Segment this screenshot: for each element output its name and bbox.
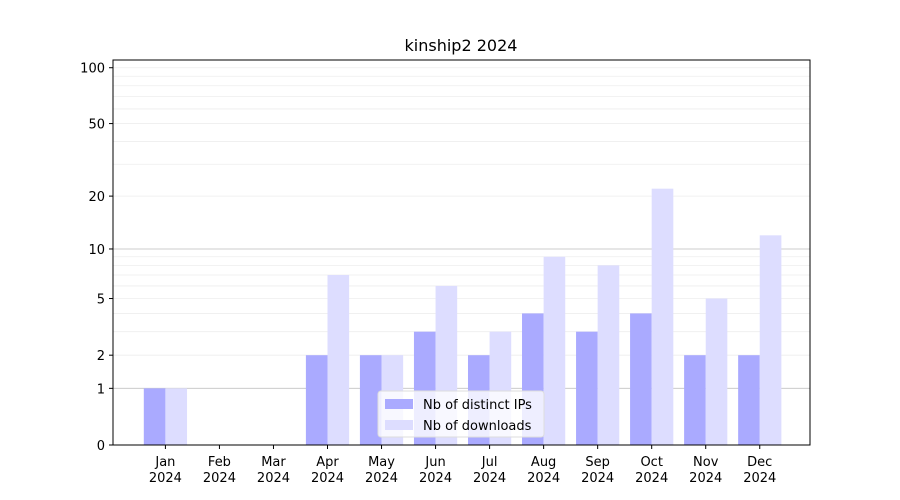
bar: [651, 188, 674, 445]
bar: [705, 298, 728, 445]
bar: [576, 331, 598, 445]
legend-box: [377, 390, 545, 438]
plot-frame: [112, 59, 811, 446]
x-tick-label: Nov 2024: [689, 455, 722, 486]
bar: [305, 355, 328, 445]
x-tick-label: Aug 2024: [527, 455, 560, 486]
y-tick-label: 50: [88, 118, 105, 133]
bar: [684, 355, 706, 445]
y-tick-label: 1: [97, 382, 105, 397]
legend-swatch: [385, 420, 413, 430]
x-tick-label: Apr 2024: [311, 455, 344, 486]
x-tick-label: Mar 2024: [257, 455, 290, 486]
bar: [143, 388, 166, 445]
x-tick-label: Jan 2024: [149, 455, 182, 486]
legend-label: Nb of downloads: [423, 419, 532, 434]
chart-title: kinship2 2024: [405, 36, 518, 55]
x-tick-label: May 2024: [365, 455, 398, 486]
bar: [597, 265, 620, 445]
y-tick-label: 10: [88, 243, 105, 258]
legend: Nb of distinct IPs Nb of downloads: [377, 390, 545, 438]
bar: [630, 313, 652, 445]
y-tick-label: 5: [97, 293, 105, 308]
x-tick-label: Dec 2024: [743, 455, 776, 486]
bar: [327, 275, 350, 445]
tick-labels: 0 1 2 5 10 20 50 100 Jan 2024 Feb 2024 Mar 2024 Apr 202…: [80, 62, 776, 486]
x-tick-label: Feb 2024: [203, 455, 236, 486]
y-tick-label: 2: [97, 349, 105, 364]
y-tick-label: 100: [80, 62, 105, 77]
bar: [359, 355, 382, 445]
bar: [738, 355, 760, 445]
grid-lines: [113, 67, 810, 389]
y-tick-label: 20: [88, 190, 105, 205]
x-tick-label: Jul 2024: [473, 455, 506, 486]
legend-swatch: [385, 399, 413, 409]
x-tick-label: Sep 2024: [581, 455, 614, 486]
bar: [165, 388, 188, 445]
axes: [109, 59, 811, 449]
legend-label: Nb of distinct IPs: [423, 398, 532, 413]
x-tick-label: Jun 2024: [419, 455, 452, 486]
bar: [759, 235, 782, 445]
x-tick-label: Oct 2024: [635, 455, 668, 486]
y-tick-label: 0: [97, 439, 105, 454]
bar: [543, 256, 566, 445]
